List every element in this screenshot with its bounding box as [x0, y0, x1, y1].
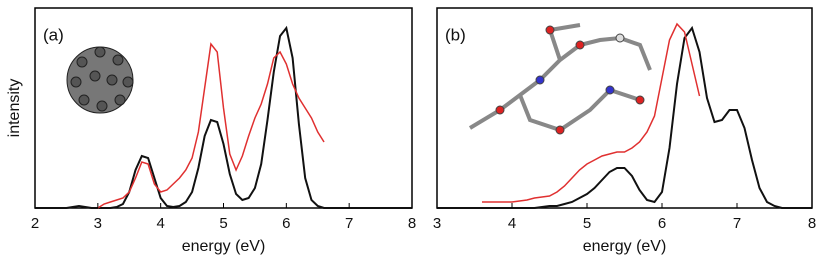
- plot-frame: [436, 7, 813, 209]
- x-tick-label: 3: [94, 215, 102, 232]
- atom: [70, 76, 82, 88]
- atom: [535, 75, 545, 85]
- x-tick-label: 5: [219, 215, 227, 232]
- line-series: [437, 25, 812, 209]
- x-tick-label: 2: [31, 215, 39, 232]
- c60-molecule: [66, 46, 134, 114]
- atom: [78, 94, 90, 106]
- atom: [635, 95, 645, 105]
- atom: [106, 74, 118, 86]
- panel-label: (b): [445, 25, 466, 44]
- line-series: [482, 22, 701, 203]
- x-axis-label: energy (eV): [182, 238, 266, 255]
- x-tick-label: 6: [658, 215, 666, 232]
- x-axis-label: energy (eV): [583, 238, 667, 255]
- peptide-molecule: [468, 23, 652, 135]
- atom: [122, 76, 134, 88]
- x-tick-label: 3: [433, 215, 441, 232]
- atom: [112, 54, 124, 66]
- atom: [555, 125, 565, 135]
- x-tick-label: 8: [808, 215, 816, 232]
- y-axis-label: intensity: [6, 79, 23, 138]
- x-tick-label: 4: [508, 215, 516, 232]
- x-tick-label: 8: [408, 215, 416, 232]
- x-tick-label: 7: [733, 215, 741, 232]
- atom: [96, 100, 108, 112]
- x-tick-label: 5: [583, 215, 591, 232]
- x-tick-label: 4: [156, 215, 164, 232]
- atom: [545, 25, 555, 35]
- panel-label: (a): [43, 25, 64, 44]
- atom: [114, 94, 126, 106]
- line-series: [97, 42, 325, 209]
- atom: [89, 70, 101, 82]
- atom: [94, 46, 106, 58]
- atom: [575, 40, 585, 50]
- atom: [605, 85, 615, 95]
- atom: [615, 33, 625, 43]
- x-tick-label: 6: [282, 215, 290, 232]
- x-tick-label: 7: [345, 215, 353, 232]
- atom: [495, 105, 505, 115]
- atom: [76, 56, 88, 68]
